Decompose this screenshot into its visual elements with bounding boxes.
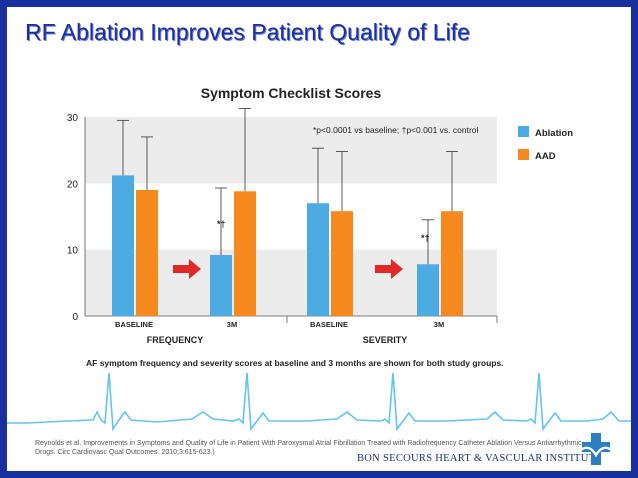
red-arrow-icon [173,259,201,279]
cross-logo-icon [578,433,614,465]
significance-label: *† [217,219,226,229]
institute-name: BON SECOURS HEART & VASCULAR INSTITUTE [357,453,603,464]
bar-ablation [417,264,439,316]
bar-ablation [112,175,134,316]
bar-ablation [210,254,232,316]
category-label: BASELINE [310,320,348,329]
red-arrow-icon [375,259,403,279]
legend-label-ablation: Ablation [535,128,573,139]
legend-swatch-ablation [518,126,529,137]
group-label-frequency: FREQUENCY [147,335,204,345]
chart-title: Symptom Checklist Scores [201,85,382,101]
legend-label-aad: AAD [535,151,556,162]
bar-aad [234,191,256,316]
category-label: 3M [227,320,237,329]
bar-aad [441,211,463,316]
significance-label: *† [421,233,430,243]
y-tick-label: 10 [67,246,79,257]
category-label: 3M [434,320,444,329]
bar-ablation [307,203,329,316]
bar-aad [331,211,353,316]
y-tick-label: 0 [72,312,78,323]
group-label-severity: SEVERITY [363,335,408,345]
y-tick-label: 30 [67,113,79,124]
slide-title: RF Ablation Improves Patient Quality of … [25,19,470,45]
bar-aad [136,189,158,316]
y-tick-label: 20 [67,179,79,190]
chart-caption: AF symptom frequency and severity scores… [86,358,504,368]
slide: RF Ablation Improves Patient Quality of … [7,7,631,471]
y-tick-labels: 0 10 20 30 [67,113,79,323]
band-20-30 [85,117,497,184]
category-label: BASELINE [115,320,153,329]
ecg-line [7,372,631,432]
symptom-chart: 0 10 20 30 Symptom Checklist Scores *p<0.00… [7,85,631,432]
legend-swatch-aad [518,149,529,160]
citation: Reynolds et al. Improvements in Symptoms… [35,440,582,456]
footnote: *p<0.0001 vs baseline; †p<0.001 vs. cont… [313,125,479,135]
